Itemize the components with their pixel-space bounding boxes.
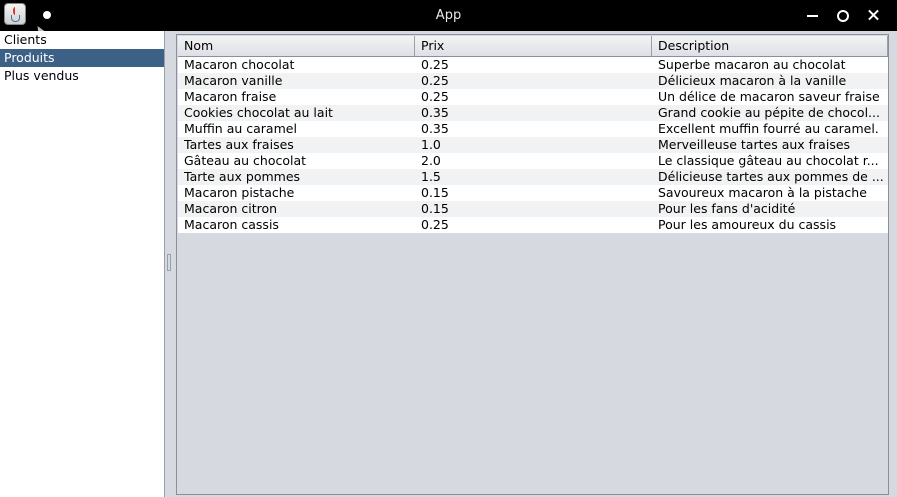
steam-shape — [13, 7, 17, 15]
products-table: Nom Prix Description Macaron chocolat 0.2… — [176, 34, 889, 495]
table-row[interactable]: Macaron chocolat 0.25 Superbe macaron au c… — [178, 57, 888, 73]
cell-description[interactable]: Pour les amoureux du cassis — [658, 217, 837, 232]
cell-description[interactable]: Merveilleuse tartes aux fraises — [658, 137, 851, 152]
cell-nom[interactable]: Macaron fraise — [184, 89, 277, 104]
cell-nom[interactable]: Cookies chocolat au lait — [184, 105, 333, 120]
table-row[interactable]: Gâteau au chocolat 2.0 Le classique gâteau… — [178, 153, 888, 169]
cell-nom[interactable]: Muffin au caramel — [184, 121, 297, 136]
table-row[interactable]: Macaron vanille 0.25 Délicieux macaron à l… — [178, 73, 888, 89]
maximize-icon[interactable] — [833, 5, 853, 25]
table-row[interactable]: Tartes aux fraises 1.0 Merveilleuse tartes… — [178, 137, 888, 153]
list-item-produits[interactable]: Produits — [0, 49, 164, 67]
cell-prix[interactable]: 0.25 — [421, 89, 449, 104]
list-item-clients[interactable]: Clients — [4, 32, 47, 47]
java-cup-icon[interactable] — [4, 3, 26, 25]
cell-description[interactable]: Savoureux macaron à la pistache — [658, 185, 867, 200]
table-body: Macaron chocolat 0.25 Superbe macaron au c… — [178, 57, 888, 233]
window-title: App — [435, 8, 462, 23]
cell-prix[interactable]: 0.25 — [421, 217, 449, 232]
list-item-plus-vendus[interactable]: Plus vendus — [4, 68, 79, 83]
cup-shape — [11, 15, 20, 22]
cell-nom[interactable]: Macaron vanille — [184, 73, 283, 88]
cell-prix[interactable]: 0.25 — [421, 73, 449, 88]
cell-nom[interactable]: Macaron chocolat — [184, 57, 295, 72]
cell-description[interactable]: Grand cookie au pépite de chocol... — [658, 105, 880, 120]
column-header-nom[interactable]: Nom — [178, 36, 415, 56]
table-row[interactable]: Cookies chocolat au lait 0.35 Grand cookie… — [178, 105, 888, 121]
cell-prix[interactable]: 1.0 — [421, 137, 441, 152]
table-row[interactable]: Macaron citron 0.15 Pour les fans d'acidit… — [178, 201, 888, 217]
cell-prix[interactable]: 2.0 — [421, 153, 441, 168]
cell-description[interactable]: Un délice de macaron saveur fraise — [658, 89, 880, 104]
cell-prix[interactable]: 0.15 — [421, 185, 449, 200]
cell-nom[interactable]: Macaron citron — [184, 201, 278, 216]
table-header: Nom Prix Description — [178, 36, 888, 57]
cell-prix[interactable]: 1.5 — [421, 169, 441, 184]
cell-description[interactable]: Délicieux macaron à la vanille — [658, 73, 847, 88]
splitter-grip[interactable] — [167, 254, 171, 271]
table-row[interactable]: Macaron cassis 0.25 Pour les amoureux du c… — [178, 217, 888, 233]
title-bar: App — [0, 0, 897, 42]
cell-nom[interactable]: Macaron pistache — [184, 185, 295, 200]
window-content: Clients Produits Plus vendus Nom Prix De… — [0, 31, 897, 497]
column-header-prix[interactable]: Prix — [415, 36, 652, 56]
cell-prix[interactable]: 0.35 — [421, 105, 449, 120]
cell-nom[interactable]: Gâteau au chocolat — [184, 153, 307, 168]
cell-nom[interactable]: Tarte aux pommes — [184, 169, 301, 184]
table-row[interactable]: Macaron fraise 0.25 Un délice de macaron s… — [178, 89, 888, 105]
cell-prix[interactable]: 0.15 — [421, 201, 449, 216]
table-row[interactable]: Muffin au caramel 0.35 Excellent muffin fo… — [178, 121, 888, 137]
column-header-description[interactable]: Description — [652, 36, 888, 56]
window-menu-dot-button[interactable] — [43, 11, 51, 19]
table-row[interactable]: Tarte aux pommes 1.5 Délicieuse tartes aux… — [178, 169, 888, 185]
cell-description[interactable]: Excellent muffin fourré au caramel. — [658, 121, 879, 136]
cell-prix[interactable]: 0.25 — [421, 57, 449, 72]
cell-description[interactable]: Le classique gâteau au chocolat r... — [658, 153, 879, 168]
cell-description[interactable]: Pour les fans d'acidité — [658, 201, 796, 216]
minimize-icon[interactable] — [803, 5, 823, 25]
cell-description[interactable]: Délicieuse tartes aux pommes de ... — [658, 169, 884, 184]
close-icon[interactable] — [864, 5, 884, 25]
cell-prix[interactable]: 0.35 — [421, 121, 449, 136]
cell-nom[interactable]: Tartes aux fraises — [184, 137, 294, 152]
navigation-list[interactable]: Clients Produits Plus vendus — [0, 31, 165, 497]
split-pane-divider[interactable] — [165, 31, 175, 497]
cell-nom[interactable]: Macaron cassis — [184, 217, 279, 232]
cell-description[interactable]: Superbe macaron au chocolat — [658, 57, 846, 72]
table-row[interactable]: Macaron pistache 0.15 Savoureux macaron à … — [178, 185, 888, 201]
